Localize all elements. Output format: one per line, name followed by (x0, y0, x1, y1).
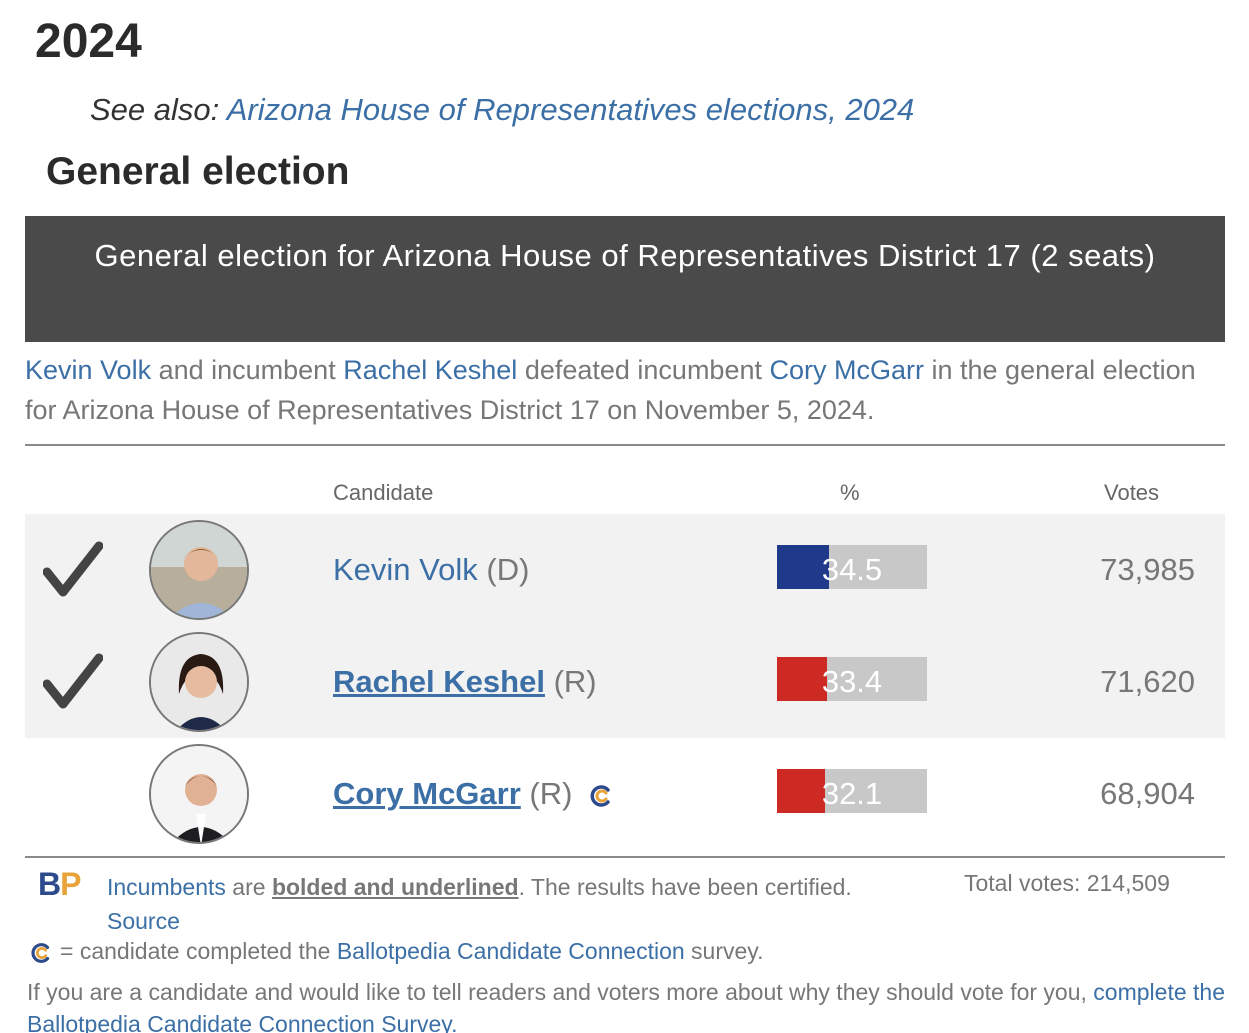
avatar (149, 632, 249, 732)
total-votes: Total votes: 214,509 (964, 870, 1170, 896)
percent-value: 33.4 (821, 664, 883, 699)
legend-text: survey. (684, 938, 764, 964)
summary-link-loser[interactable]: Cory McGarr (769, 355, 925, 385)
see-also-link[interactable]: Arizona House of Representatives electio… (226, 92, 915, 127)
checkmark-icon (43, 541, 103, 597)
header-candidate: Candidate (333, 480, 434, 505)
percent-bar-fill (777, 769, 825, 813)
summary-link-winner1[interactable]: Kevin Volk (25, 355, 152, 385)
percent-bar: 34.5 (777, 545, 927, 589)
header-votes: Votes (1104, 480, 1160, 505)
candidate-name-cell: Rachel Keshel (R) (333, 664, 597, 700)
table-row: Rachel Keshel (R) 33.4 71,620 (25, 626, 1225, 738)
candidate-connection-icon (31, 943, 50, 963)
divider (25, 856, 1225, 858)
votes-value: 73,985 (1100, 552, 1195, 587)
ballotpedia-logo: BP (38, 866, 81, 902)
candidate-name-cell: Kevin Volk (D) (333, 552, 529, 588)
candidate-link[interactable]: Rachel Keshel (333, 664, 545, 699)
table-row: Cory McGarr (R) 32.1 68,904 (25, 738, 1225, 850)
summary-text: and incumbent (151, 355, 344, 385)
percent-value: 34.5 (821, 552, 883, 587)
candidate-link[interactable]: Kevin Volk (333, 552, 478, 587)
bolded-underlined-text: bolded and underlined (271, 874, 519, 900)
summary-text: defeated incumbent (517, 355, 770, 385)
candidate-connection-legend: = candidate completed the Ballotpedia Ca… (30, 938, 763, 965)
see-also-label: See also: (90, 92, 227, 127)
summary-text: in the general election for Arizona Hous… (25, 355, 1196, 425)
footnote-text: are (225, 874, 272, 900)
election-summary: Kevin Volk and incumbent Rachel Keshel d… (25, 350, 1225, 430)
legend-text: = candidate completed the (60, 938, 337, 964)
survey-link[interactable]: complete the Ballotpedia Candidate Conne… (27, 979, 1225, 1033)
year-heading: 2024 (35, 15, 142, 68)
see-also-line: See also: Arizona House of Representativ… (90, 92, 914, 128)
avatar (149, 744, 249, 844)
party-label: (R) (553, 664, 597, 699)
percent-bar: 33.4 (777, 657, 927, 701)
election-banner: General election for Arizona House of Re… (25, 216, 1225, 342)
candidate-connection-link[interactable]: Ballotpedia Candidate Connection (336, 938, 685, 964)
percent-bar: 32.1 (777, 769, 927, 813)
summary-link-winner2[interactable]: Rachel Keshel (343, 355, 518, 385)
candidate-connection-icon[interactable] (589, 783, 615, 809)
party-label: (R) (529, 776, 573, 811)
votes-value: 71,620 (1100, 664, 1195, 699)
table-row: Kevin Volk (D) 34.5 73,985 (25, 514, 1225, 626)
candidate-invite: If you are a candidate and would like to… (27, 976, 1227, 1033)
percent-value: 32.1 (821, 776, 883, 811)
candidate-link[interactable]: Cory McGarr (333, 776, 521, 811)
section-heading: General election (46, 150, 350, 193)
footnote-text: . The results have been certified. (518, 874, 852, 900)
checkmark-icon (43, 653, 103, 709)
results-footnote: Incumbents are bolded and underlined. Th… (107, 870, 887, 938)
party-label: (D) (486, 552, 530, 587)
candidate-name-cell: Cory McGarr (R) (333, 776, 615, 812)
avatar (149, 520, 249, 620)
percent-bar-fill (777, 545, 829, 589)
invite-text: If you are a candidate and would like to… (27, 979, 1094, 1005)
header-percent: % (840, 480, 860, 505)
percent-bar-fill (777, 657, 827, 701)
incumbents-link[interactable]: Incumbents (107, 874, 226, 900)
votes-value: 68,904 (1100, 776, 1195, 811)
source-link[interactable]: Source (107, 908, 180, 934)
divider (25, 444, 1225, 446)
